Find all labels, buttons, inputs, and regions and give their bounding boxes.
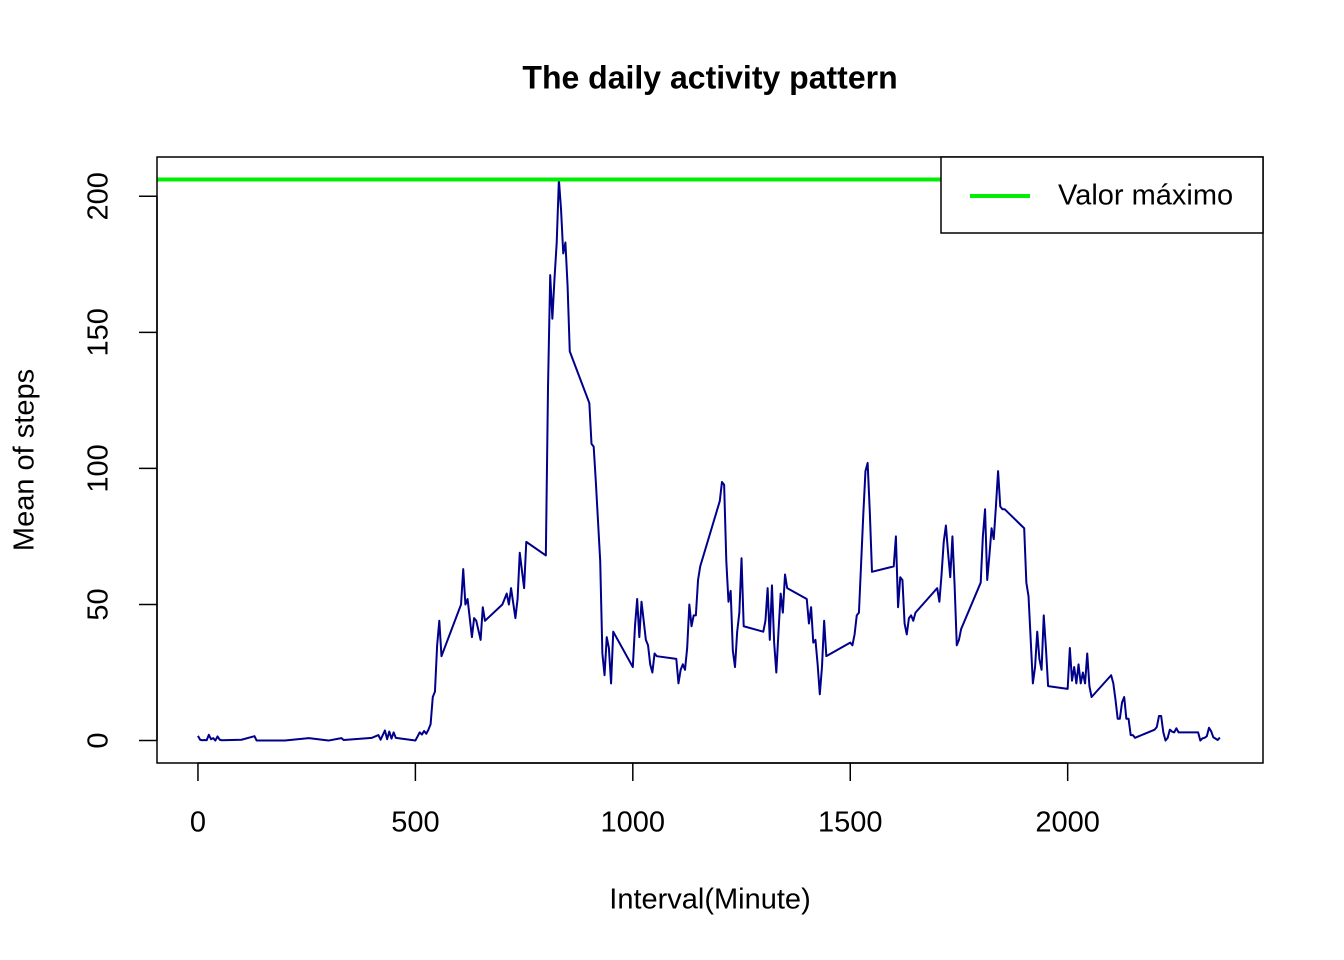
y-tick-label: 200	[83, 172, 115, 220]
y-tick-label: 0	[83, 732, 115, 748]
x-tick-label: 0	[190, 807, 206, 839]
y-tick-label: 50	[83, 588, 115, 620]
x-tick-label: 1000	[601, 807, 666, 839]
legend-label: Valor máximo	[1058, 180, 1233, 212]
y-axis-label: Mean of steps	[9, 369, 41, 551]
plot-frame	[156, 156, 1264, 764]
data-line	[197, 178, 1221, 742]
x-axis-label: Interval(Minute)	[609, 884, 810, 916]
chart-title: The daily activity pattern	[522, 59, 897, 95]
x-tick-label: 1500	[818, 807, 883, 839]
x-tick-label: 500	[391, 807, 439, 839]
x-tick-label: 2000	[1035, 807, 1100, 839]
y-tick-label: 100	[83, 444, 115, 492]
y-tick-label: 150	[83, 308, 115, 356]
